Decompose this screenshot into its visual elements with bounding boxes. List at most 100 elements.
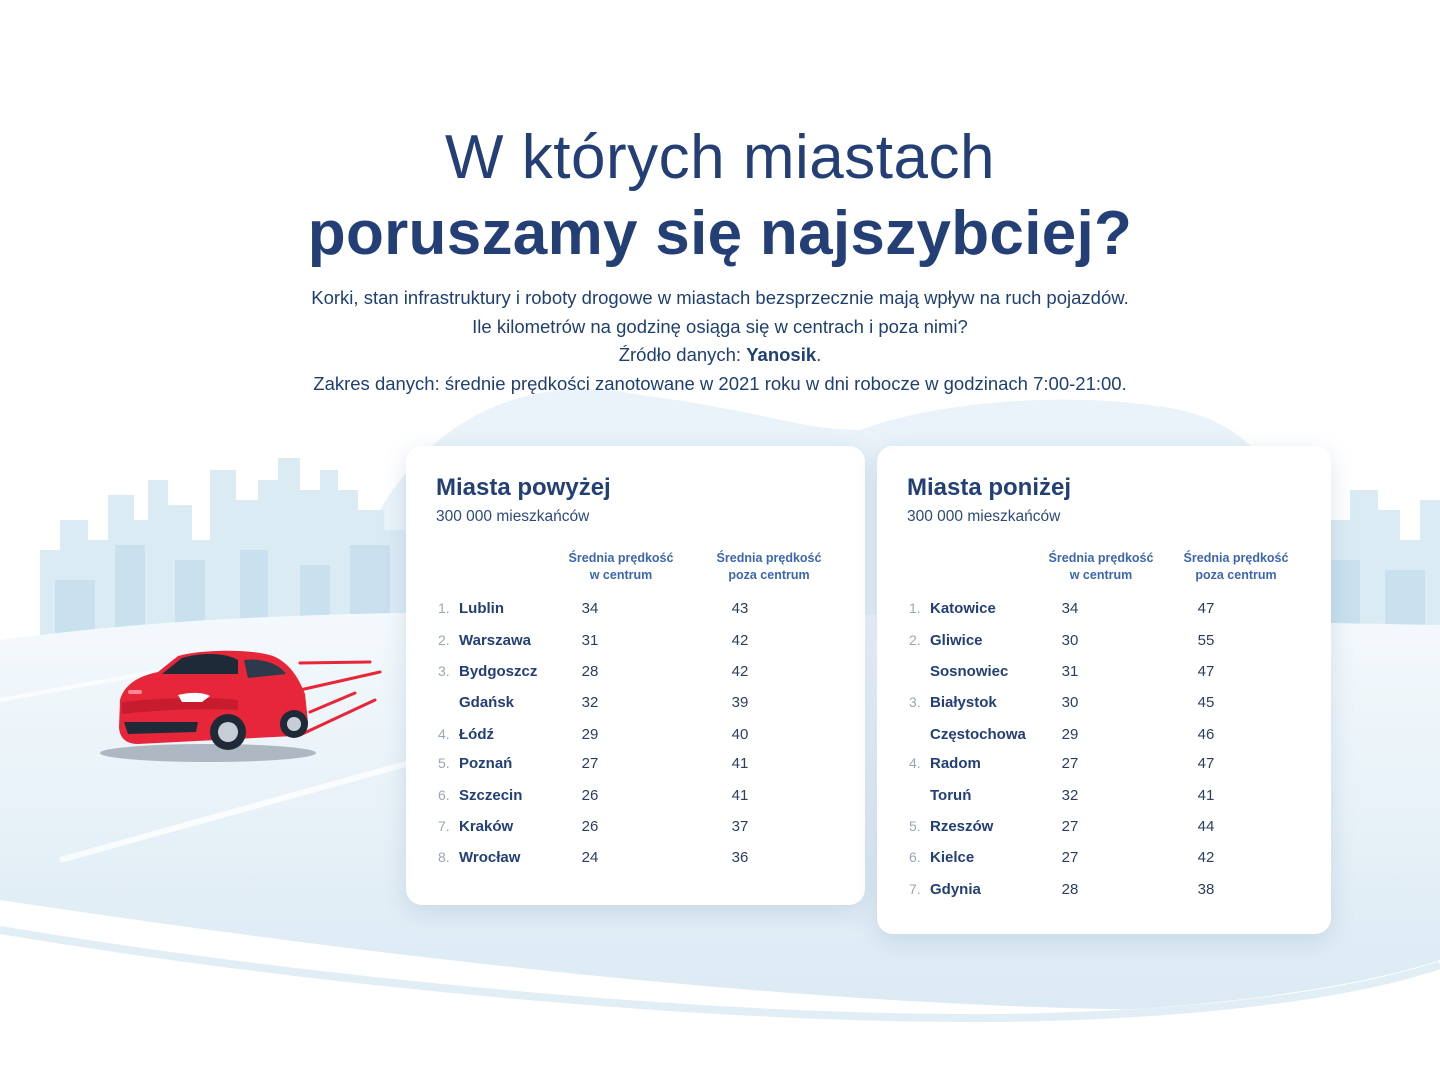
description-line4: Zakres danych: średnie prędkości zanotow… [313, 372, 1127, 394]
speed-lines [298, 660, 382, 737]
table-row: Sosnowiec 31 47 [877, 663, 1331, 683]
city-name: Łódź [459, 726, 494, 743]
card-large-cities: Miasta powyżej 300 000 mieszkańców Średn… [406, 446, 865, 905]
speed-center: 28 [581, 663, 599, 680]
speed-outside: 47 [1197, 600, 1215, 617]
city-name: Kielce [930, 849, 975, 866]
description-source: Źródło danych: Yanosik. [0, 341, 1440, 370]
speed-outside: 41 [731, 755, 749, 772]
table-row: 1. Lublin 34 43 [406, 600, 865, 620]
speed-outside: 47 [1197, 755, 1215, 772]
speed-center: 31 [581, 632, 599, 649]
table-row: 6. Szczecin 26 41 [406, 787, 865, 807]
rank-number: 3. [438, 663, 450, 679]
speed-outside: 39 [731, 694, 749, 711]
city-name: Rzeszów [930, 818, 994, 835]
table-row: 8. Wrocław 24 36 [406, 849, 865, 869]
rank-number: 5. [909, 818, 921, 834]
rank-number: 2. [438, 632, 450, 648]
red-car-icon [100, 650, 316, 762]
speed-outside: 46 [1197, 726, 1215, 743]
rank-number: 7. [909, 881, 921, 897]
card-title: Miasta poniżej [907, 474, 1072, 501]
city-name: Bydgoszcz [459, 663, 538, 680]
table-row: 2. Gliwice 30 55 [877, 632, 1331, 652]
table-row: Częstochowa 29 46 [877, 726, 1331, 746]
source-name: Yanosik [746, 344, 817, 365]
column-header-center: Średnia prędkość w centrum [568, 551, 674, 582]
speed-center: 29 [581, 726, 599, 743]
rank-number: 2. [909, 632, 921, 648]
speed-outside: 42 [1197, 849, 1215, 866]
rank-number: 1. [909, 600, 921, 616]
rank-number: 8. [438, 849, 450, 865]
speed-outside: 42 [731, 663, 749, 680]
city-name: Kraków [459, 818, 514, 835]
column-header-outside: Średnia prędkość poza centrum [716, 551, 822, 582]
rank-number: 3. [909, 694, 921, 710]
speed-outside: 45 [1197, 694, 1215, 711]
speed-center: 27 [581, 755, 599, 772]
speed-outside: 37 [731, 818, 749, 835]
city-name: Sosnowiec [930, 663, 1009, 680]
speed-center: 29 [1061, 726, 1079, 743]
column-header-outside: Średnia prędkość poza centrum [1183, 551, 1289, 582]
city-name: Szczecin [459, 787, 523, 804]
table-row: 7. Kraków 26 37 [406, 818, 865, 838]
speed-center: 24 [581, 849, 599, 866]
table-row: Gdańsk 32 39 [406, 694, 865, 714]
city-name: Wrocław [459, 849, 521, 866]
speed-outside: 55 [1197, 632, 1215, 649]
city-name: Katowice [930, 600, 996, 617]
table-row: 4. Łódź 29 40 [406, 726, 865, 746]
table-row: 2. Warszawa 31 42 [406, 632, 865, 652]
description-line2: Ile kilometrów na godzinę osiąga się w c… [472, 315, 968, 337]
rank-number: 7. [438, 818, 450, 834]
column-header-center: Średnia prędkość w centrum [1048, 551, 1154, 582]
speed-center: 34 [581, 600, 599, 617]
rank-number: 1. [438, 600, 450, 616]
speed-outside: 47 [1197, 663, 1215, 680]
source-prefix: Źródło danych: [618, 344, 747, 365]
card-title: Miasta powyżej [436, 474, 611, 501]
speed-center: 30 [1061, 632, 1079, 649]
table-row: 3. Białystok 30 45 [877, 694, 1331, 714]
table-row: 4. Radom 27 47 [877, 755, 1331, 775]
city-name: Białystok [930, 694, 997, 711]
speed-outside: 41 [1197, 787, 1215, 804]
city-name: Częstochowa [930, 726, 1026, 743]
speed-center: 32 [581, 694, 599, 711]
table-row: 3. Bydgoszcz 28 42 [406, 663, 865, 683]
page-title-line1: W których miastach [445, 123, 995, 192]
table-row: 5. Poznań 27 41 [406, 755, 865, 775]
city-name: Poznań [459, 755, 513, 772]
rank-number: 6. [909, 849, 921, 865]
table-row: 1. Katowice 34 47 [877, 600, 1331, 620]
speed-center: 30 [1061, 694, 1079, 711]
city-name: Radom [930, 755, 981, 772]
source-suffix: . [816, 344, 822, 365]
speed-outside: 42 [731, 632, 749, 649]
rank-number: 5. [438, 755, 450, 771]
table-row: 6. Kielce 27 42 [877, 849, 1331, 869]
speed-center: 31 [1061, 663, 1079, 680]
speed-center: 28 [1061, 881, 1079, 898]
speed-outside: 36 [731, 849, 749, 866]
speed-center: 26 [581, 787, 599, 804]
card-subtitle: 300 000 mieszkańców [436, 508, 590, 525]
speed-outside: 43 [731, 600, 749, 617]
table-row: Toruń 32 41 [877, 787, 1331, 807]
speed-outside: 44 [1197, 818, 1215, 835]
speed-center: 26 [581, 818, 599, 835]
rank-number: 6. [438, 787, 450, 803]
description: Korki, stan infrastruktury i roboty drog… [0, 284, 1440, 398]
city-name: Toruń [930, 787, 972, 804]
city-name: Warszawa [459, 632, 531, 649]
page-title-line2: poruszamy się najszybciej? [307, 199, 1133, 268]
speed-center: 32 [1061, 787, 1079, 804]
speed-outside: 38 [1197, 881, 1215, 898]
speed-center: 34 [1061, 600, 1079, 617]
table-row: 5. Rzeszów 27 44 [877, 818, 1331, 838]
speed-center: 27 [1061, 849, 1079, 866]
speed-center: 27 [1061, 755, 1079, 772]
